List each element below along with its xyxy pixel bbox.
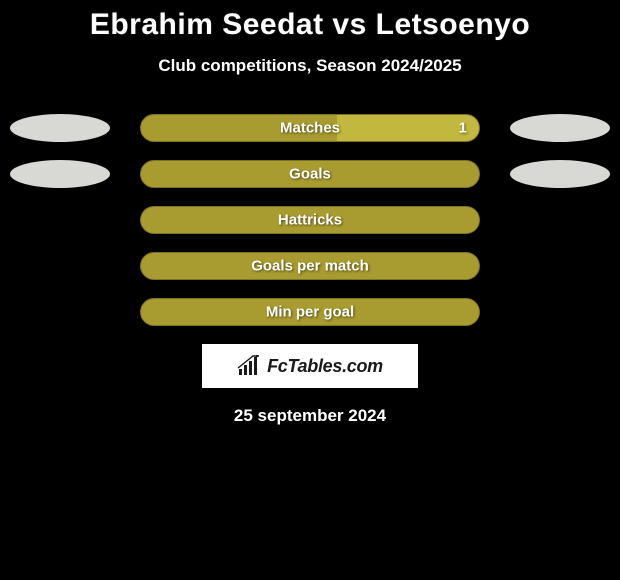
- logo-box[interactable]: FcTables.com: [202, 344, 418, 388]
- stat-bar: Goals: [140, 160, 480, 188]
- logo-inner: FcTables.com: [237, 355, 383, 377]
- stat-row: Goals per match: [0, 252, 620, 280]
- stat-rows: Matches 1 Goals Hattricks Goals per match Min…: [0, 114, 620, 326]
- chart-icon: [237, 355, 263, 377]
- date-line: 25 september 2024: [0, 406, 620, 426]
- stat-row: Matches 1: [0, 114, 620, 142]
- page-title: Ebrahim Seedat vs Letsoenyo: [0, 8, 620, 42]
- stat-row: Min per goal: [0, 298, 620, 326]
- stat-label: Goals per match: [251, 258, 369, 275]
- stat-bar: Goals per match: [140, 252, 480, 280]
- logo-text: FcTables.com: [267, 356, 383, 377]
- stat-bar: Min per goal: [140, 298, 480, 326]
- stat-row: Hattricks: [0, 206, 620, 234]
- stat-row: Goals: [0, 160, 620, 188]
- stat-label: Matches: [280, 120, 340, 137]
- stat-label: Hattricks: [278, 212, 342, 229]
- left-ellipse: [10, 114, 110, 142]
- page-subtitle: Club competitions, Season 2024/2025: [0, 56, 620, 76]
- right-ellipse: [510, 160, 610, 188]
- right-ellipse: [510, 114, 610, 142]
- stat-label: Goals: [289, 166, 331, 183]
- left-ellipse: [10, 160, 110, 188]
- comparison-card: Ebrahim Seedat vs Letsoenyo Club competi…: [0, 0, 620, 426]
- stat-value-right: 1: [459, 120, 467, 137]
- stat-bar: Matches 1: [140, 114, 480, 142]
- stat-label: Min per goal: [266, 304, 354, 321]
- stat-bar: Hattricks: [140, 206, 480, 234]
